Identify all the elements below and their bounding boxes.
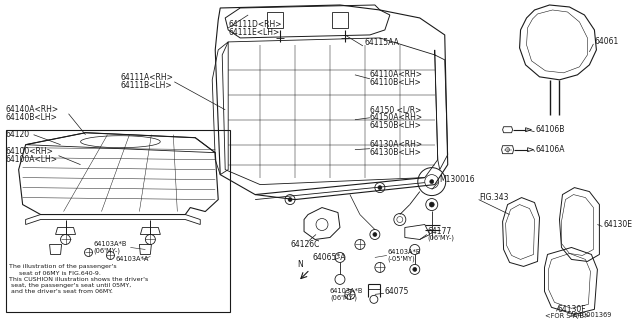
Text: (06'MY-): (06'MY-)	[330, 294, 357, 300]
Text: 64130A<RH>: 64130A<RH>	[370, 140, 423, 149]
Text: 64150A<RH>: 64150A<RH>	[370, 113, 423, 122]
Text: 64130F: 64130F	[557, 305, 586, 314]
Text: 64130E: 64130E	[604, 220, 632, 229]
Text: 64103A*A: 64103A*A	[115, 256, 149, 262]
Text: 64106B: 64106B	[536, 125, 565, 134]
Text: 64115AA: 64115AA	[365, 38, 400, 47]
Text: 64100<RH>: 64100<RH>	[6, 147, 54, 156]
Text: 64110A<RH>: 64110A<RH>	[370, 70, 423, 79]
Text: 64150B<LH>: 64150B<LH>	[370, 121, 422, 130]
Text: 64110B<LH>: 64110B<LH>	[370, 78, 422, 87]
Text: 64061: 64061	[595, 37, 619, 46]
Text: 64120: 64120	[6, 130, 30, 139]
Text: 64140A<RH>: 64140A<RH>	[6, 105, 59, 114]
Text: 64065*A: 64065*A	[312, 253, 346, 262]
Bar	[6, 130, 230, 312]
Text: (06'MY-): (06'MY-)	[428, 234, 455, 241]
Text: FIG.343: FIG.343	[479, 193, 509, 202]
Text: M130016: M130016	[440, 175, 476, 184]
Text: 64111E<LH>: 64111E<LH>	[228, 28, 280, 37]
Circle shape	[429, 202, 435, 207]
Circle shape	[373, 233, 377, 236]
Text: 64140B<LH>: 64140B<LH>	[6, 113, 58, 122]
Text: 64177: 64177	[428, 227, 452, 236]
Text: (06'MY-): (06'MY-)	[93, 247, 120, 254]
Text: 64106A: 64106A	[536, 145, 565, 154]
Text: 64111D<RH>: 64111D<RH>	[228, 20, 282, 29]
Text: 64100A<LH>: 64100A<LH>	[6, 155, 58, 164]
Text: 64103A*B: 64103A*B	[330, 288, 364, 294]
Text: 64103A*B: 64103A*B	[388, 250, 421, 255]
Text: 64103A*B: 64103A*B	[93, 242, 127, 247]
Text: 64150 <L/R>: 64150 <L/R>	[370, 105, 421, 114]
Text: <FOR S-A/B>: <FOR S-A/B>	[545, 313, 589, 319]
Text: 64111A<RH>: 64111A<RH>	[120, 73, 173, 82]
Text: (-05'MY): (-05'MY)	[388, 255, 415, 262]
Text: 64075: 64075	[385, 287, 409, 296]
Text: A640001369: A640001369	[570, 312, 612, 318]
Text: 64126C: 64126C	[290, 240, 319, 249]
Circle shape	[430, 180, 434, 184]
Circle shape	[378, 186, 382, 189]
Text: N: N	[297, 260, 303, 269]
Circle shape	[288, 197, 292, 202]
Text: The illustration of the passenger's
     seat of 06MY is FIG.640-9.
This CUSHION: The illustration of the passenger's seat…	[9, 264, 148, 294]
Text: 64111B<LH>: 64111B<LH>	[120, 81, 172, 90]
Circle shape	[413, 268, 417, 271]
Text: 64130B<LH>: 64130B<LH>	[370, 148, 422, 157]
